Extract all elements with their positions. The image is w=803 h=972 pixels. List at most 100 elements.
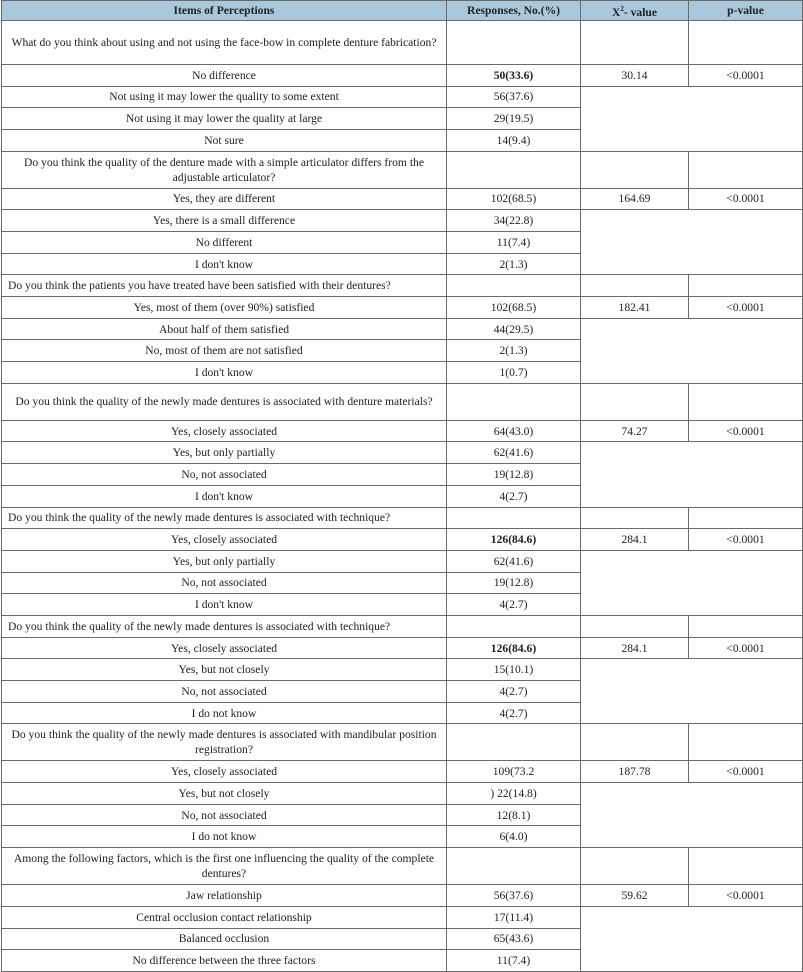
option-row: Not using it may lower the quality to so… [1,85,803,152]
option-label: No, not associated [1,571,447,595]
option-row: Yes, most of them (over 90%) satisfied 10… [1,296,803,319]
empty-cell [580,150,689,189]
option-response: 4(2.7) [446,701,581,725]
option-label: No, not associated [1,803,447,827]
option-response: 2(1.3) [446,339,581,363]
option-response: 65(43.6) [446,927,581,951]
question-text: Do you think the quality of the newly ma… [1,506,447,530]
question-row: Do you think the patients you have treat… [1,274,803,298]
option-response: 1(0.7) [446,361,581,384]
option-row: No, not associated 12(8.1) [1,803,803,827]
chi-square-value: 30.14 [580,63,689,87]
option-response: 2(1.3) [446,252,581,276]
option-response: 4(2.7) [446,593,581,616]
question-text: Among the following factors, which is th… [1,847,447,886]
option-label: Yes, but not closely [1,782,447,805]
option-label: Yes, but only partially [1,549,447,573]
merged-empty-cell [580,85,803,152]
empty-cell [688,274,803,298]
option-label: I do not know [1,701,447,725]
question-row: Do you think the quality of the newly ma… [1,506,803,530]
option-response: 12(8.1) [446,803,581,827]
empty-cell [688,19,803,65]
option-label: Yes, there is a small difference [1,209,447,232]
option-row: No, not associated 4(2.7) [1,680,803,703]
question-row: Do you think the quality of the denture … [1,150,803,189]
option-label: Yes, but only partially [1,441,447,465]
option-label: No, not associated [1,680,447,703]
option-row: Yes, closely associated 64(43.0) 74.27 <0.0… [1,419,803,443]
empty-cell [446,723,581,762]
option-row: Yes, there is a small difference 34(22.8) [1,209,803,276]
p-value: <0.0001 [688,636,803,660]
option-response: 62(41.6) [446,441,581,465]
option-response: 102(68.5) [446,296,581,319]
question-row: Do you think the quality of the newly ma… [1,382,803,421]
question-row: What do you think about using and not us… [1,19,803,65]
option-label: I don't know [1,593,447,616]
option-response: 44(29.5) [446,317,581,341]
option-label: No, most of them are not satisfied [1,339,447,363]
empty-cell [580,614,689,638]
option-row: Jaw relationship 56(37.6) 59.62 <0.0001 [1,884,803,907]
empty-cell [688,506,803,530]
empty-cell [580,274,689,298]
p-value: <0.0001 [688,760,803,784]
option-response: 56(37.6) [446,85,581,109]
p-value: <0.0001 [688,528,803,551]
option-label: I do not know [1,825,447,849]
option-response: 62(41.6) [446,549,581,573]
merged-empty-cell [580,658,803,725]
question-text: Do you think the patients you have treat… [1,274,447,298]
option-response: ) 22(14.8) [446,782,581,805]
option-label: Yes, but not closely [1,658,447,682]
option-row: Central occlusion contact relationship 17… [1,905,803,972]
option-response: 64(43.0) [446,419,581,443]
option-response: 126(84.6) [446,528,581,551]
option-row: Yes, they are different 102(68.5) 164.69 <0… [1,187,803,211]
option-response: 29(19.5) [446,107,581,130]
chi-square-value: 59.62 [580,884,689,907]
option-row: I do not know 4(2.7) [1,701,803,725]
merged-empty-cell [580,209,803,276]
option-row: No, not associated 19(12.8) [1,463,803,486]
chi-square-value: 284.1 [580,528,689,551]
option-response: 6(4.0) [446,825,581,849]
option-label: Yes, closely associated [1,528,447,551]
empty-cell [580,723,689,762]
empty-cell [688,614,803,638]
question-text: What do you think about using and not us… [1,19,447,65]
p-value: <0.0001 [688,419,803,443]
option-row: No difference 50(33.6) 30.14 <0.0001 [1,63,803,87]
option-label: Not using it may lower the quality at la… [1,107,447,130]
empty-cell [580,847,689,886]
p-value: <0.0001 [688,63,803,87]
option-response: 19(12.8) [446,571,581,595]
question-text: Do you think the quality of the newly ma… [1,723,447,762]
option-row: I don't know 4(2.7) [1,593,803,616]
question-text: Do you think the quality of the newly ma… [1,382,447,421]
header-chi-square: X2- value [580,0,689,21]
empty-cell [688,382,803,421]
option-label: Yes, closely associated [1,636,447,660]
option-label: Yes, they are different [1,187,447,211]
empty-cell [446,274,581,298]
option-response: 15(10.1) [446,658,581,682]
option-response: 109(73.2 [446,760,581,784]
merged-empty-cell [580,905,803,972]
merged-empty-cell [580,549,803,616]
empty-cell [446,847,581,886]
option-label: Not sure [1,128,447,152]
option-response: 19(12.8) [446,463,581,486]
option-label: Balanced occlusion [1,927,447,951]
empty-cell [688,847,803,886]
option-response: 17(11.4) [446,905,581,929]
option-row: Yes, but not closely) 22(14.8) [1,782,803,849]
option-label: No difference [1,63,447,87]
option-label: Yes, closely associated [1,419,447,443]
option-response: 102(68.5) [446,187,581,211]
header-responses: Responses, No.(%) [446,0,581,21]
empty-cell [688,723,803,762]
p-value: <0.0001 [688,884,803,907]
